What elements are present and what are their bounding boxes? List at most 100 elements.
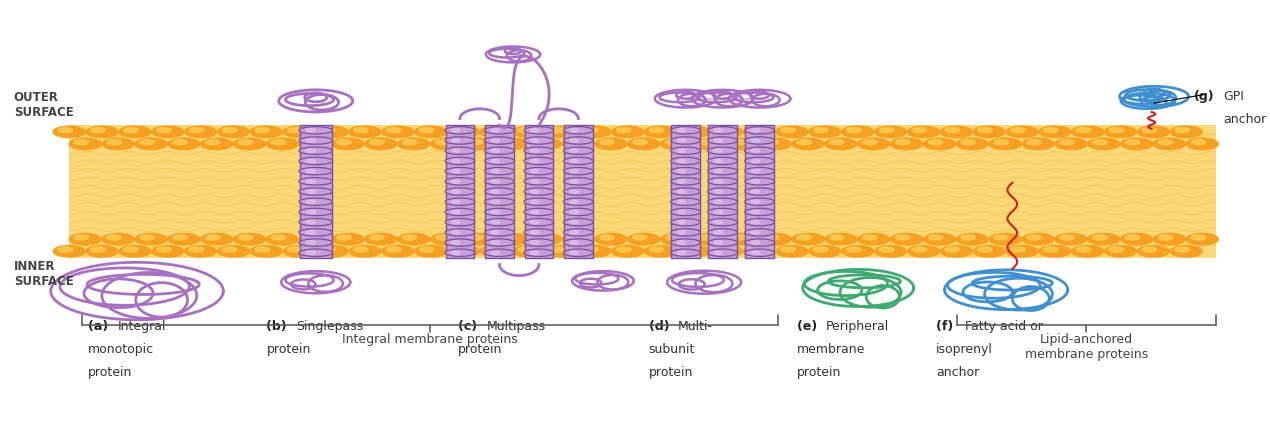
Circle shape	[403, 235, 417, 240]
Ellipse shape	[298, 127, 333, 134]
Ellipse shape	[444, 249, 475, 256]
Circle shape	[513, 246, 545, 257]
Ellipse shape	[707, 137, 738, 144]
Text: Peripheral: Peripheral	[827, 320, 889, 333]
Circle shape	[419, 128, 434, 133]
Ellipse shape	[569, 128, 579, 133]
Ellipse shape	[298, 249, 333, 256]
Ellipse shape	[569, 199, 579, 204]
Ellipse shape	[677, 158, 686, 163]
Ellipse shape	[444, 137, 475, 144]
Circle shape	[1059, 235, 1074, 240]
Circle shape	[337, 140, 352, 145]
Ellipse shape	[707, 239, 738, 246]
Text: Multipass: Multipass	[488, 320, 546, 333]
Circle shape	[331, 234, 364, 245]
Circle shape	[1158, 140, 1172, 145]
Circle shape	[300, 234, 331, 245]
Ellipse shape	[525, 137, 554, 144]
Circle shape	[1011, 128, 1025, 133]
Circle shape	[464, 234, 495, 245]
Circle shape	[857, 234, 890, 245]
Ellipse shape	[530, 158, 540, 163]
Text: (d): (d)	[649, 320, 672, 333]
Circle shape	[414, 126, 447, 138]
Circle shape	[698, 140, 712, 145]
Ellipse shape	[707, 147, 738, 154]
Circle shape	[283, 126, 315, 138]
Ellipse shape	[677, 250, 686, 255]
Circle shape	[168, 234, 199, 245]
Circle shape	[321, 247, 335, 252]
Ellipse shape	[444, 167, 475, 175]
Circle shape	[1022, 138, 1054, 150]
Ellipse shape	[714, 220, 724, 225]
Circle shape	[776, 126, 808, 138]
Text: membrane: membrane	[796, 343, 865, 356]
Ellipse shape	[305, 148, 316, 153]
Ellipse shape	[525, 127, 554, 134]
Ellipse shape	[305, 210, 316, 214]
Circle shape	[364, 234, 398, 245]
Ellipse shape	[569, 250, 579, 255]
Circle shape	[627, 138, 660, 150]
Circle shape	[563, 138, 594, 150]
Circle shape	[102, 138, 135, 150]
Circle shape	[370, 235, 384, 240]
Ellipse shape	[530, 250, 540, 255]
Ellipse shape	[751, 169, 761, 174]
Ellipse shape	[744, 198, 775, 206]
Circle shape	[283, 246, 315, 257]
Circle shape	[201, 138, 232, 150]
Circle shape	[217, 246, 249, 257]
Circle shape	[973, 246, 1005, 257]
Ellipse shape	[564, 229, 593, 236]
Circle shape	[58, 247, 72, 252]
Circle shape	[776, 246, 808, 257]
Circle shape	[862, 235, 878, 240]
Text: Integral membrane proteins: Integral membrane proteins	[342, 333, 518, 346]
Ellipse shape	[714, 179, 724, 184]
Circle shape	[584, 128, 598, 133]
Circle shape	[1109, 128, 1124, 133]
Ellipse shape	[451, 189, 461, 194]
Ellipse shape	[671, 188, 701, 195]
Circle shape	[973, 126, 1005, 138]
Text: Fatty acid or: Fatty acid or	[965, 320, 1044, 333]
Ellipse shape	[744, 157, 775, 165]
Ellipse shape	[451, 138, 461, 143]
Ellipse shape	[564, 147, 593, 154]
Circle shape	[599, 140, 615, 145]
Circle shape	[796, 235, 812, 240]
Ellipse shape	[751, 179, 761, 184]
Ellipse shape	[564, 218, 593, 226]
Ellipse shape	[298, 147, 333, 154]
Ellipse shape	[707, 249, 738, 256]
Circle shape	[566, 140, 582, 145]
Circle shape	[759, 234, 791, 245]
Circle shape	[842, 246, 874, 257]
Circle shape	[1092, 140, 1107, 145]
Circle shape	[156, 247, 171, 252]
Ellipse shape	[564, 127, 593, 134]
Circle shape	[890, 234, 922, 245]
Circle shape	[250, 246, 282, 257]
Circle shape	[895, 235, 909, 240]
Circle shape	[386, 128, 401, 133]
Ellipse shape	[298, 218, 333, 226]
Ellipse shape	[751, 138, 761, 143]
Ellipse shape	[677, 148, 686, 153]
Circle shape	[452, 247, 466, 252]
Ellipse shape	[485, 239, 514, 246]
Circle shape	[781, 247, 795, 252]
Ellipse shape	[564, 239, 593, 246]
Circle shape	[480, 246, 512, 257]
Ellipse shape	[305, 240, 316, 245]
Circle shape	[956, 138, 988, 150]
Ellipse shape	[305, 169, 316, 174]
Circle shape	[431, 234, 462, 245]
Circle shape	[645, 246, 677, 257]
Ellipse shape	[671, 218, 701, 226]
Circle shape	[74, 140, 89, 145]
Ellipse shape	[744, 178, 775, 185]
